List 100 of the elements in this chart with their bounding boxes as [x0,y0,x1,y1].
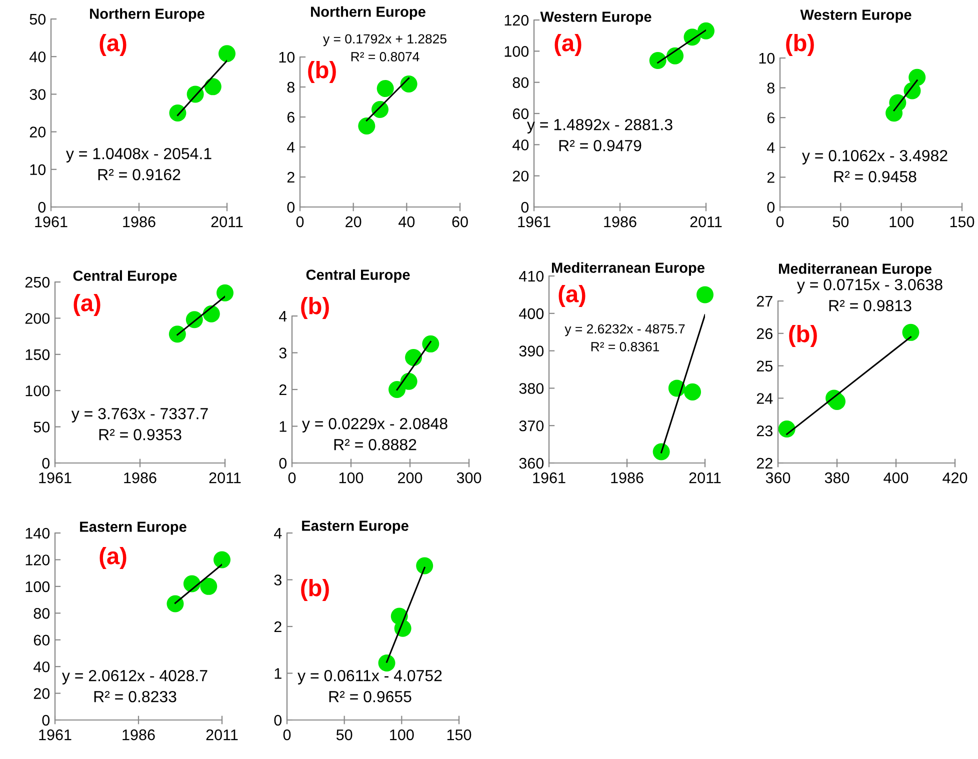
point [200,578,218,595]
y-tick-label: 1 [274,668,282,679]
y-tick-label: 0 [287,202,295,213]
x-tick-label: 1961 [533,472,566,484]
annotation: R² = 0.9353 [99,428,182,440]
chart-title: Western Europe [800,10,912,23]
annotation: R² = 0.9162 [98,168,180,180]
x-tick-label: 1986 [611,472,644,484]
x-tick-label: 2011 [206,729,238,740]
y-tick-label: 2 [279,384,286,396]
y-tick-label: 390 [519,346,544,356]
point [204,78,222,96]
annotation: y = 0.1062x - 3.4982 [802,150,948,164]
x-tick-label: 2011 [690,216,722,228]
y-tick-label: 6 [767,112,774,124]
text: y = 0.1792x + 1.2825 [323,34,446,46]
text: y = 0.0715x - 3.0638 [797,278,942,294]
point [828,392,846,410]
x-tick-label: 150 [447,729,472,740]
chart-title: Central Europe [306,269,410,283]
y-tick-label: 20 [512,170,529,182]
annotation: R² = 0.9655 [329,690,412,702]
chart-title: Central Europe [73,270,177,284]
x-tick-label: 0 [776,216,784,228]
annotation: y = 1.4892x - 2881.3 [527,118,672,134]
point [168,326,186,343]
y-tick-label: 20 [34,688,50,699]
chart-title: Mediterranean Europe [552,262,704,276]
annotation: y = 0.0229x - 2.0848 [302,418,448,432]
x-tick-label: 300 [456,472,482,484]
annotation: (a) [558,284,586,308]
point [652,443,670,460]
point [166,595,184,612]
annotation: y = 0.0611x - 4.0752 [298,670,442,684]
y-tick-label: 10 [279,52,295,63]
y-tick-label: 40 [512,140,529,150]
point [216,284,234,302]
x-tick-label: 1986 [122,729,155,740]
y-tick-label: 4 [766,142,775,153]
y-tick-label: 10 [759,52,775,64]
y-tick-label: 0 [42,714,50,726]
x-tick-label: 2011 [689,472,721,484]
annotation: R² = 0.9458 [834,170,916,182]
y-tick-label: 80 [512,77,529,88]
y-tick-label: 26 [756,328,772,340]
annotation: (a) [100,546,126,570]
chart-title: Eastern Europe [80,522,186,535]
y-tick-label: 40 [34,661,50,672]
chart-title: Mediterranean Europe [778,263,932,277]
y-tick-label: 410 [519,270,544,282]
y-tick-label: 3 [274,574,282,586]
x-tick-label: 1961 [39,729,72,740]
point [213,551,231,568]
x-tick-label: 2011 [209,472,241,484]
y-tick-label: 2 [287,172,294,183]
y-tick-label: 120 [26,554,50,566]
y-tick-label: 1 [280,421,286,432]
x-tick-label: 60 [452,216,468,228]
x-tick-label: 20 [346,216,362,228]
x-tick-label: 200 [398,472,422,484]
point [358,117,376,135]
x-tick-label: 420 [942,472,968,484]
y-tick-label: 0 [521,202,529,213]
annotation: y = 2.0612x - 4028.7 [62,670,208,684]
annotation: (a) [74,294,100,316]
x-tick-label: 1986 [123,216,156,228]
y-tick-label: 140 [26,528,50,539]
point [684,383,702,400]
y-tick-label: 10 [30,164,46,176]
y-tick-label: 4 [278,311,287,322]
annotation: R² = 0.8074 [351,52,420,62]
chart-title: Northern Europe [311,6,426,20]
y-tick-label: 400 [519,308,544,320]
y-tick-label: 60 [34,634,50,646]
x-tick-label: 150 [950,216,974,228]
y-tick-label: 0 [274,714,282,726]
y-tick-label: 0 [767,202,775,213]
y-tick-label: 50 [30,14,46,25]
point [422,335,440,352]
chart-title: Northern Europe [90,8,204,22]
x-tick-label: 400 [884,472,908,484]
annotation: R² = 0.8233 [94,690,176,702]
point [376,80,394,98]
y-tick-label: 24 [756,393,773,404]
y-tick-label: 4 [274,528,282,539]
point [202,305,220,322]
annotation: (a) [554,34,582,56]
point [183,575,200,592]
annotation: (b) [789,324,817,348]
point [400,372,418,390]
point [218,45,236,62]
x-tick-label: 1961 [518,216,550,228]
x-tick-label: 100 [390,729,414,740]
y-tick-label: 2 [767,172,774,183]
y-tick-label: 250 [25,276,50,288]
y-tick-label: 120 [504,14,529,26]
annotation: y = 3.763x - 7337.7 [71,408,208,422]
y-tick-label: 3 [279,348,286,358]
y-tick-label: 40 [30,51,46,62]
point [908,68,926,86]
